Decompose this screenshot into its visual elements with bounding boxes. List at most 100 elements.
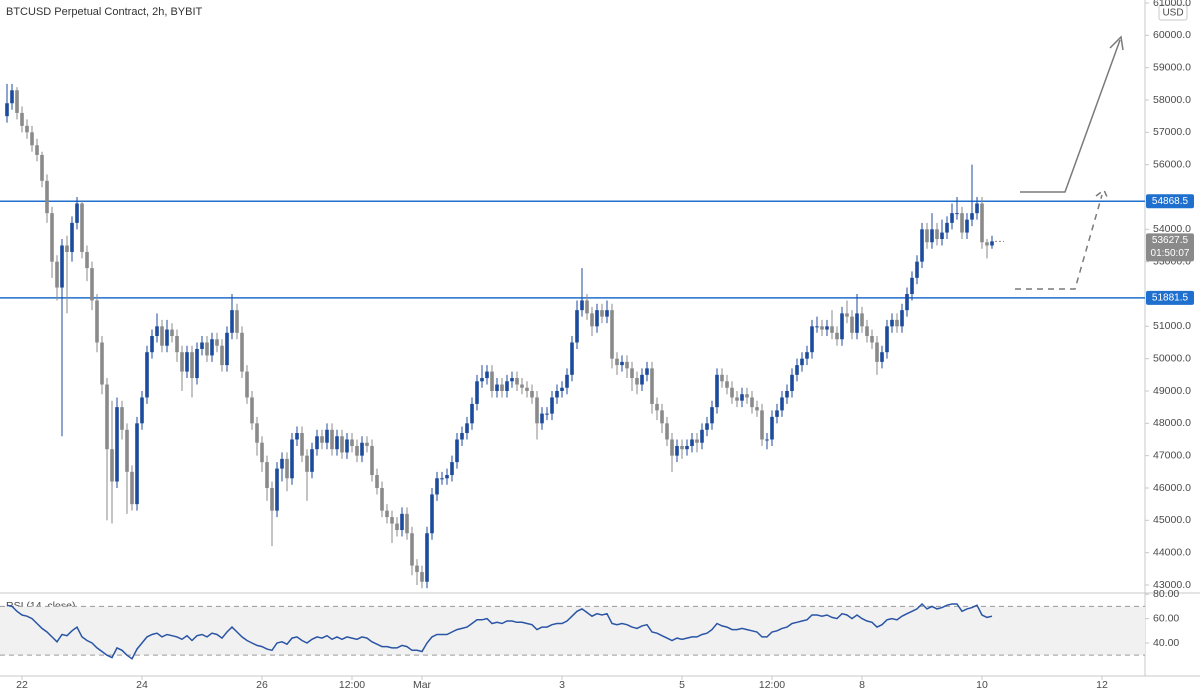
candle-body <box>645 368 649 375</box>
candle-body <box>400 513 404 531</box>
candle-body <box>730 387 734 398</box>
candle-body <box>430 494 434 534</box>
candle-body <box>445 475 449 479</box>
candle-body <box>315 436 319 450</box>
candle-body <box>750 397 754 408</box>
candle-body <box>405 513 409 534</box>
candle-body <box>110 449 114 482</box>
candle-body <box>145 352 149 398</box>
y-tick-label: 51000.0 <box>1153 320 1191 332</box>
candle-body <box>270 487 274 511</box>
candle-body <box>90 268 94 301</box>
candle-body <box>120 407 124 430</box>
candle-body <box>635 378 639 385</box>
candle-body <box>80 203 84 252</box>
currency-label: USD <box>1162 8 1183 19</box>
candle-body <box>900 310 904 327</box>
candle-body <box>875 342 879 362</box>
y-tick-label: 56000.0 <box>1153 158 1191 170</box>
candle-body <box>180 352 184 372</box>
candle-body <box>140 397 144 424</box>
candle-body <box>665 423 669 440</box>
x-tick-label: 3 <box>559 679 565 691</box>
candle-body <box>125 429 129 472</box>
candle-body <box>280 458 284 469</box>
projection-arrow <box>1020 39 1121 193</box>
y-tick-label: 48000.0 <box>1153 417 1191 429</box>
candle-body <box>985 242 989 246</box>
candle-body <box>195 348 199 379</box>
y-tick-label: 47000.0 <box>1153 449 1191 461</box>
x-tick-label: 26 <box>256 679 268 691</box>
candle-body <box>800 358 804 366</box>
candle-body <box>655 403 659 411</box>
candle-body <box>495 384 499 391</box>
candle-body <box>540 413 544 424</box>
candle-body <box>680 445 684 450</box>
candle-body <box>950 213 954 223</box>
candle-body <box>240 332 244 372</box>
y-tick-label: 43000.0 <box>1153 579 1191 591</box>
candle-body <box>295 433 299 440</box>
candle-body <box>135 423 139 505</box>
candle-body <box>810 326 814 353</box>
candle-body <box>200 342 204 349</box>
candle-body <box>615 358 619 366</box>
candle-body <box>630 368 634 379</box>
candle-body <box>930 229 934 243</box>
candle-body <box>850 316 854 333</box>
candle-body <box>420 572 424 582</box>
candle-body <box>570 342 574 375</box>
candle-body <box>325 429 329 443</box>
candle-body <box>355 445 359 456</box>
candle-body <box>305 455 309 472</box>
candle-body <box>410 533 414 566</box>
candle-body <box>55 261 59 288</box>
candle-body <box>870 336 874 343</box>
candle-body <box>815 326 819 328</box>
candle-body <box>660 410 664 424</box>
projection-arrow-dashed <box>1015 194 1103 290</box>
candle-body <box>340 436 344 453</box>
candle-body <box>825 326 829 330</box>
chart-title: BTCUSD Perpetual Contract, 2h, BYBIT <box>6 6 203 18</box>
x-tick-label: 12:00 <box>759 679 785 691</box>
candle-body <box>895 319 899 327</box>
candle-body <box>685 445 689 450</box>
candle-body <box>960 213 964 233</box>
candle-body <box>440 478 444 480</box>
candle-body <box>115 407 119 482</box>
candle-body <box>70 222 74 252</box>
arrow-head <box>1095 188 1109 200</box>
candle-body <box>520 384 524 388</box>
candle-body <box>805 352 809 359</box>
candle-body <box>245 371 249 398</box>
candle-body <box>955 213 959 215</box>
candle-body <box>770 416 774 440</box>
x-tick-label: 10 <box>976 679 988 691</box>
candle-body <box>965 219 969 233</box>
candle-body <box>525 387 529 391</box>
candle-body <box>820 326 824 330</box>
x-tick-label: 8 <box>859 679 865 691</box>
candle-body <box>595 310 599 327</box>
candle-body <box>500 384 504 391</box>
x-tick-label: 22 <box>16 679 28 691</box>
candle-body <box>450 462 454 476</box>
candle-body <box>565 374 569 388</box>
level-label-box <box>1146 290 1194 305</box>
candle-body <box>390 517 394 524</box>
candle-body <box>920 229 924 262</box>
y-tick-label: 40.00 <box>1153 637 1179 649</box>
candle-body <box>535 397 539 424</box>
candle-body <box>425 533 429 582</box>
candle-body <box>130 471 134 505</box>
candle-body <box>65 245 69 252</box>
candle-body <box>775 410 779 417</box>
candle-body <box>530 390 534 398</box>
candle-body <box>285 458 289 479</box>
candle-body <box>975 203 979 214</box>
candle-body <box>620 361 624 366</box>
candle-body <box>845 313 849 317</box>
